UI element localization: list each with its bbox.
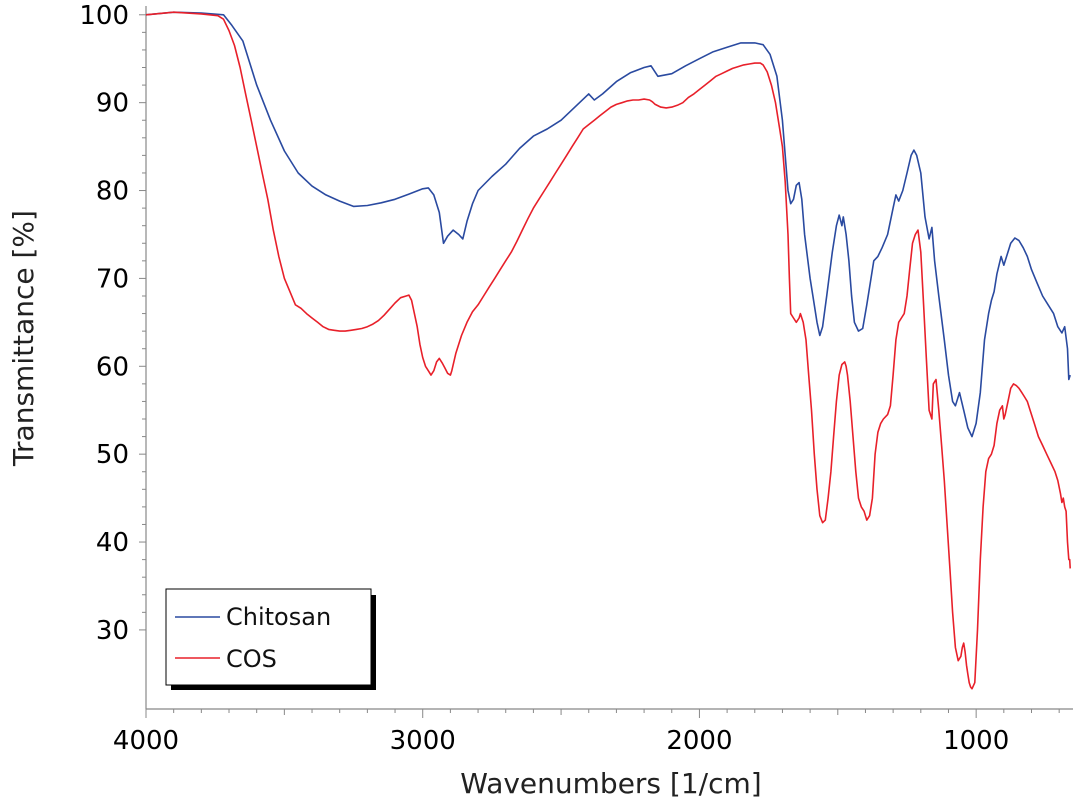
x-axis-title: Wavenumbers [1/cm] (460, 767, 761, 800)
y-tick-label: 100 (79, 1, 129, 31)
legend-box (165, 588, 372, 686)
series-line-chitosan (145, 11, 1071, 438)
x-tick-label: 2000 (666, 726, 732, 756)
y-tick-label: 90 (96, 89, 129, 119)
legend-label-cos: COS (226, 645, 277, 673)
y-tick-label: 80 (96, 177, 129, 207)
axes (139, 6, 1073, 718)
x-tick-label: 3000 (390, 726, 456, 756)
tick-labels: 30 40 50 60 70 80 90 100 4000 3000 2000 1000 (79, 1, 1009, 756)
x-tick-label: 4000 (113, 726, 179, 756)
legend-label-chitosan: Chitosan (226, 603, 331, 631)
y-tick-label: 30 (96, 616, 129, 646)
y-tick-label: 40 (96, 528, 129, 558)
legend: Chitosan COS (165, 588, 376, 690)
x-tick-label: 1000 (943, 726, 1009, 756)
series-line-cos (145, 11, 1071, 690)
y-axis-title: Transmittance [%] (7, 210, 40, 467)
y-tick-label: 60 (96, 352, 129, 382)
y-tick-label: 70 (96, 264, 129, 294)
y-tick-label: 50 (96, 440, 129, 470)
series-layer (145, 11, 1071, 690)
